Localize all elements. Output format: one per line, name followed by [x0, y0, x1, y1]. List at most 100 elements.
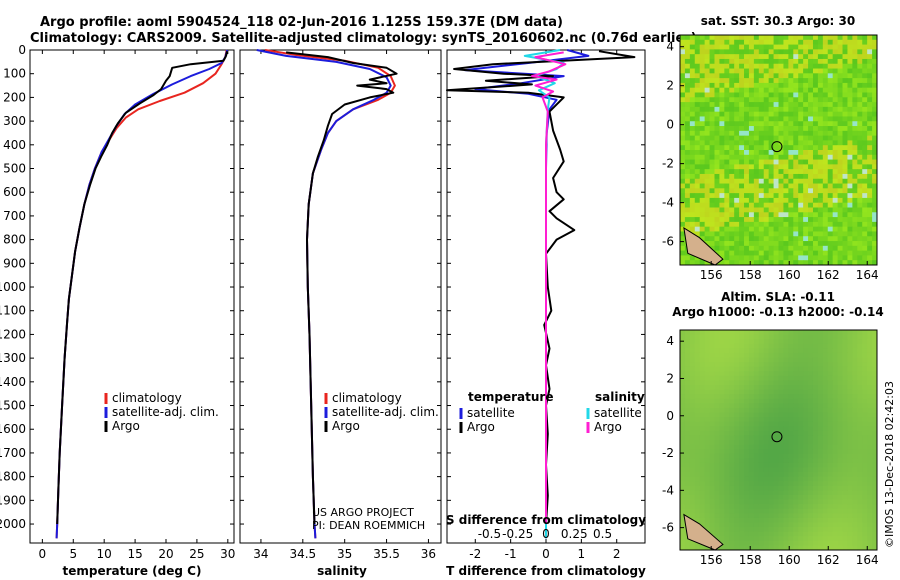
map-cell — [744, 430, 750, 436]
map-cell — [734, 495, 740, 500]
map-cell — [729, 92, 735, 98]
map-cell — [827, 202, 834, 208]
map-cell — [699, 412, 706, 418]
map-cell — [699, 207, 706, 213]
map-cell — [822, 260, 829, 266]
map-cell — [847, 111, 853, 117]
map-cell — [729, 513, 735, 519]
map-cell — [694, 449, 701, 455]
map-cell — [857, 260, 863, 266]
map-cell — [867, 260, 873, 266]
map-cell — [783, 121, 789, 127]
map-cell — [719, 339, 725, 345]
map-cell — [694, 169, 701, 175]
map-cell — [684, 453, 691, 459]
map-cell — [739, 362, 745, 368]
map-cell — [768, 330, 774, 335]
map-cell — [684, 54, 691, 60]
top-axis-label: S difference from climatology — [446, 513, 646, 527]
map-cell — [862, 476, 868, 482]
map-cell — [783, 339, 789, 345]
map-cell — [812, 485, 819, 491]
map-cell — [758, 68, 765, 74]
map-cell — [748, 159, 755, 165]
map-cell — [719, 202, 725, 208]
map-cell — [689, 458, 696, 464]
map-cell — [709, 169, 715, 175]
map-cell — [734, 545, 740, 551]
map-cell — [778, 485, 784, 491]
map-cell — [798, 63, 804, 69]
map-cell — [734, 398, 740, 404]
map-cell — [837, 126, 843, 132]
map-cell — [699, 440, 706, 445]
map-cell — [709, 426, 715, 432]
map-cell — [842, 462, 848, 468]
map-cell — [778, 106, 784, 113]
map-cell — [744, 421, 750, 427]
map-cell — [872, 375, 878, 381]
map-cell — [753, 517, 760, 523]
map-cell — [872, 63, 878, 69]
map-cell — [763, 444, 770, 450]
map-cell — [837, 366, 843, 372]
map-cell — [822, 495, 829, 500]
map-cell — [739, 330, 745, 335]
map-cell — [852, 421, 858, 427]
map-cell — [837, 417, 843, 423]
map-cell — [714, 385, 720, 390]
map-cell — [847, 334, 853, 340]
map-cell — [680, 260, 686, 266]
map-cell — [812, 495, 819, 500]
map-cell — [837, 531, 843, 537]
map-cell — [817, 412, 824, 418]
map-cell — [699, 202, 706, 208]
map-cell — [832, 82, 838, 89]
map-cell — [739, 241, 745, 247]
map-cell — [867, 339, 873, 345]
map-cell — [793, 394, 799, 400]
map-cell — [812, 421, 819, 427]
map-cell — [763, 49, 770, 55]
map-cell — [872, 458, 878, 464]
map-cell — [699, 385, 706, 390]
map-cell — [812, 68, 819, 74]
map-cell — [788, 495, 794, 500]
map-cell — [857, 197, 863, 204]
map-cell — [773, 421, 779, 427]
map-cell — [773, 92, 779, 98]
map-cell — [753, 217, 760, 223]
map-cell — [778, 236, 784, 242]
legend-label: satellite-adj. clim. — [112, 405, 219, 419]
map-cell — [798, 121, 804, 127]
map-cell — [724, 366, 730, 372]
map-cell — [837, 371, 843, 377]
map-cell — [689, 58, 696, 65]
map-cell — [729, 130, 735, 137]
map-cell — [734, 348, 740, 354]
map-cell — [812, 145, 819, 151]
map-cell — [808, 490, 814, 496]
map-cell — [734, 183, 740, 189]
map-cell — [709, 485, 715, 491]
map-cell — [714, 440, 720, 445]
map-cell — [694, 394, 701, 400]
map-cell — [837, 435, 843, 441]
map-cell — [803, 102, 809, 108]
map-cell — [689, 476, 696, 482]
map-cell — [783, 462, 789, 468]
map-cell — [872, 173, 878, 180]
map-cell — [837, 453, 843, 459]
map-cell — [753, 472, 760, 478]
map-cell — [714, 49, 720, 55]
map-cell — [803, 241, 809, 247]
depth-tick-label: 100 — [3, 67, 26, 81]
map-cell — [837, 375, 843, 381]
map-cell — [680, 221, 686, 228]
map-cell — [862, 82, 868, 89]
map-cell — [719, 140, 725, 146]
map-cell — [734, 102, 740, 108]
map-cell — [827, 92, 834, 98]
map-cell — [748, 92, 755, 98]
